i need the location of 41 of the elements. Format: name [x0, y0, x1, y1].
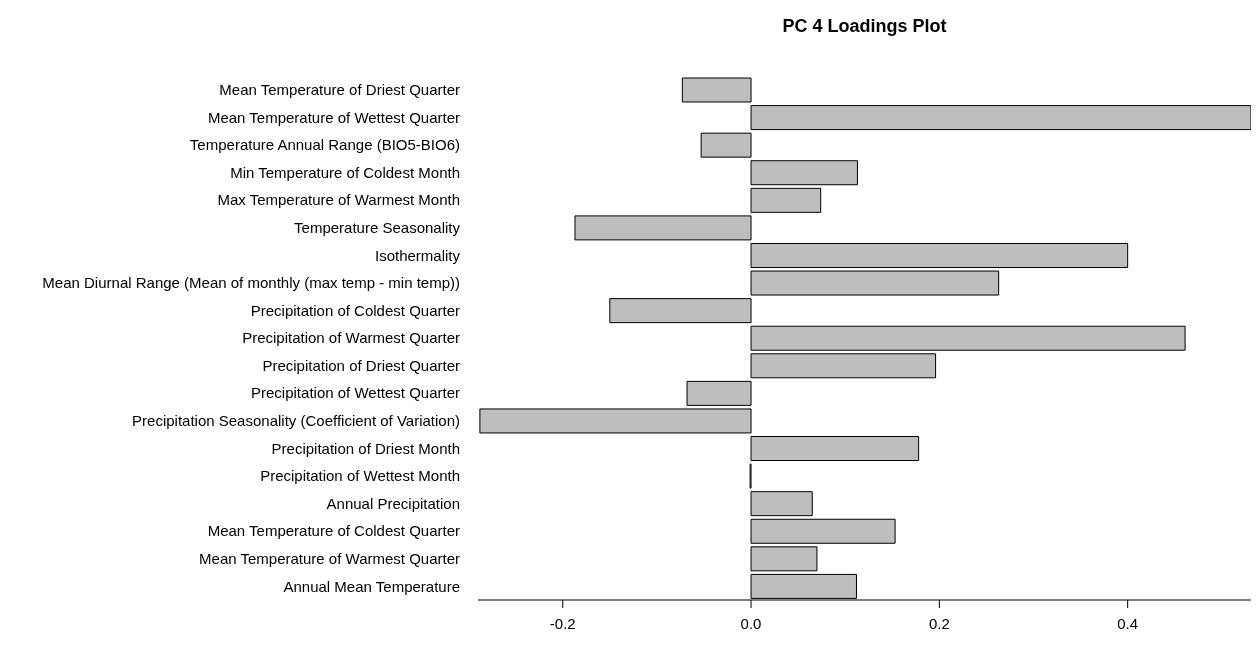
- y-tick-label: Annual Precipitation: [326, 494, 460, 512]
- y-tick-label: Mean Temperature of Warmest Quarter: [199, 549, 460, 567]
- bar: [686, 380, 752, 406]
- bar: [750, 242, 1129, 268]
- y-tick-label: Precipitation of Driest Quarter: [262, 356, 460, 374]
- y-tick-label: Mean Diurnal Range (Mean of monthly (max temp - min temp)): [42, 274, 460, 292]
- y-tick-label: Precipitation of Wettest Quarter: [251, 384, 460, 402]
- bar: [681, 77, 752, 103]
- bar: [750, 325, 1186, 351]
- y-tick-label: Temperature Annual Range (BIO5-BIO6): [189, 136, 460, 154]
- y-tick-label: Max Temperature of Warmest Month: [217, 191, 460, 209]
- bar: [750, 187, 822, 213]
- y-tick-label: Mean Temperature of Coldest Quarter: [207, 522, 460, 540]
- x-tick-label: 0.0: [740, 614, 762, 632]
- bar: [750, 436, 920, 462]
- y-tick-label: Mean Temperature of Wettest Quarter: [207, 108, 460, 126]
- y-tick-label: Precipitation of Warmest Quarter: [242, 329, 460, 347]
- bar: [750, 491, 813, 517]
- y-tick-label: Mean Temperature of Driest Quarter: [219, 81, 460, 99]
- bar: [574, 215, 752, 241]
- chart-title: PC 4 Loadings Plot: [781, 16, 948, 37]
- bar: [750, 546, 818, 572]
- y-tick-label: Precipitation Seasonality (Coefficient of Variation): [132, 412, 460, 430]
- y-tick-label: Isothermality: [374, 246, 461, 264]
- bar: [609, 298, 752, 324]
- x-tick-label: 0.4: [1117, 614, 1139, 632]
- y-tick-label: Precipitation of Coldest Quarter: [250, 301, 460, 319]
- bar: [750, 105, 1251, 131]
- y-tick-label: Annual Mean Temperature: [283, 577, 460, 595]
- x-tick-label: 0.2: [928, 614, 950, 632]
- y-tick-label: Precipitation of Driest Month: [271, 439, 460, 457]
- y-tick-label: Min Temperature of Coldest Month: [230, 163, 460, 181]
- bar: [750, 518, 896, 544]
- bar: [750, 160, 858, 186]
- bar: [750, 270, 1000, 296]
- y-tick-label: Temperature Seasonality: [294, 219, 461, 237]
- bar: [479, 408, 752, 434]
- bar: [750, 353, 937, 379]
- bar: [700, 132, 752, 158]
- y-tick-label: Precipitation of Wettest Month: [260, 467, 460, 485]
- x-tick-label: -0.2: [549, 614, 576, 632]
